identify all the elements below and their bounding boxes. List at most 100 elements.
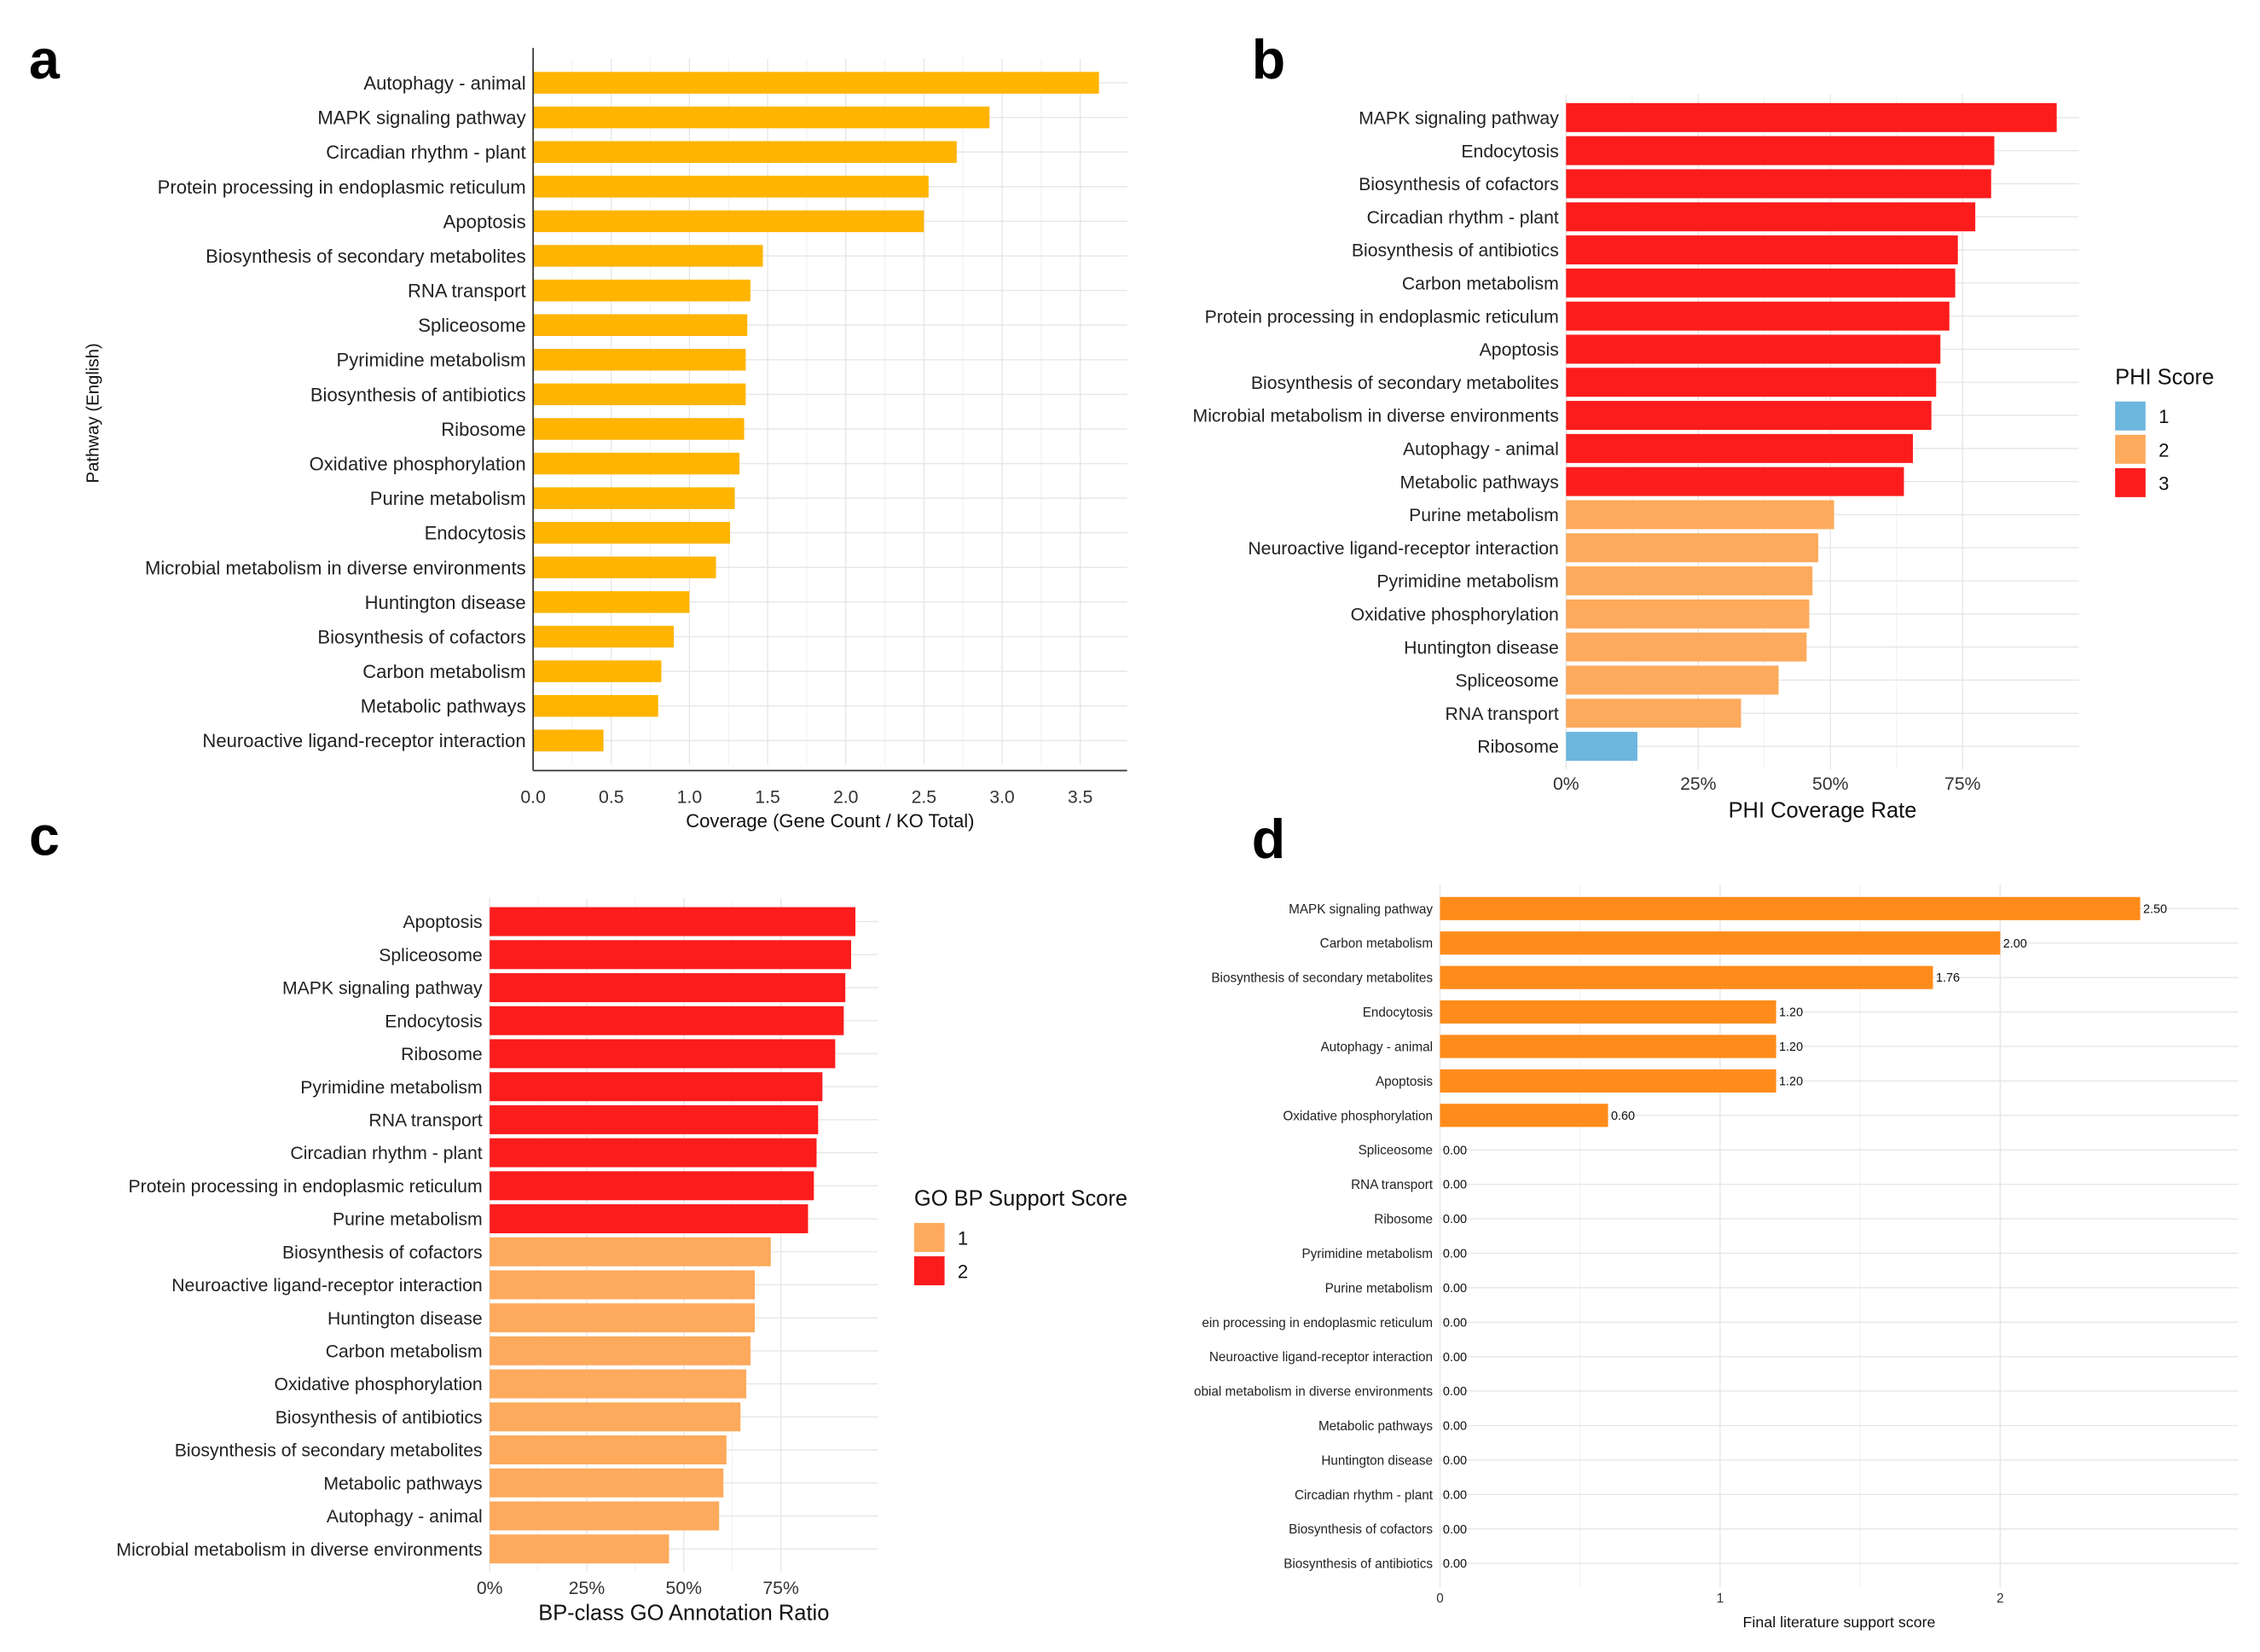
legend-item-label: 3 [2159, 472, 2169, 494]
bar [1566, 632, 1807, 662]
x-tick-label: 0.0 [520, 787, 545, 807]
category-label: Metabolic pathways [361, 696, 526, 717]
bar [1440, 965, 1933, 989]
value-label: 0.00 [1443, 1385, 1467, 1399]
category-label: Apoptosis [1376, 1075, 1433, 1089]
category-label: Purine metabolism [1409, 506, 1559, 525]
legend-title: PHI Score [2115, 365, 2214, 389]
x-tick-label: 25% [1680, 774, 1717, 794]
bar [1566, 401, 1932, 431]
bar [533, 349, 746, 371]
legend-swatch [2115, 401, 2146, 431]
bar [1566, 169, 1991, 199]
bar [490, 1270, 756, 1300]
chart-panel-c: Apoptosis Spliceosome MAPK signaling pathw… [116, 898, 1127, 1625]
category-label: Microbial metabolism in diverse environm… [145, 557, 526, 578]
category-label: Spliceosome [1359, 1144, 1433, 1158]
category-label: Spliceosome [379, 946, 482, 965]
bar [533, 72, 1099, 94]
category-label: Pyrimidine metabolism [337, 350, 526, 371]
category-label: Oxidative phosphorylation [275, 1375, 483, 1394]
value-label: 0.00 [1443, 1144, 1467, 1157]
category-label: Apoptosis [403, 913, 482, 932]
category-label: Biosynthesis of antibiotics [1352, 241, 1559, 261]
panel-letter-a: a [29, 29, 61, 90]
bar [1566, 433, 1913, 463]
bar [490, 1039, 836, 1069]
bar [1566, 698, 1741, 728]
bar [1566, 500, 1834, 530]
category-label: Protein processing in endoplasmic reticu… [158, 177, 526, 198]
bar [533, 279, 750, 302]
bar [490, 1468, 724, 1498]
bar [1566, 102, 2057, 132]
value-label: 0.00 [1443, 1248, 1467, 1261]
category-label: Protein processing in endoplasmic reticu… [129, 1177, 483, 1197]
bar [1440, 1000, 1776, 1024]
category-label: MAPK signaling pathway [1359, 108, 1559, 128]
value-label: 1.76 [1936, 971, 1960, 985]
category-label: Biosynthesis of cofactors [1359, 175, 1559, 194]
category-label: obial metabolism in diverse environments [1194, 1385, 1433, 1400]
bar [490, 1237, 771, 1267]
bar [490, 1336, 751, 1365]
category-label: Microbial metabolism in diverse environm… [1193, 407, 1559, 426]
bar [1566, 334, 1941, 364]
panel-letter-c: c [29, 805, 60, 867]
value-label: 1.20 [1779, 1040, 1803, 1054]
bar [1566, 599, 1810, 629]
category-label: Ribosome [441, 419, 525, 440]
value-label: 1.20 [1779, 1075, 1803, 1088]
x-tick-label: 0% [1553, 774, 1579, 794]
chart-panel-d: MAPK signaling pathway 2.50 Carbon metabol… [1194, 884, 2239, 1631]
category-label: Protein processing in endoplasmic reticu… [1205, 307, 1559, 327]
chart-panel-a: Autophagy - animal MAPK signaling pathway… [84, 48, 1127, 832]
category-label: Autophagy - animal [327, 1507, 483, 1527]
x-tick-label: 2.0 [833, 787, 858, 807]
category-label: Biosynthesis of secondary metabolites [1211, 971, 1433, 986]
x-axis-label: Final literature support score [1743, 1614, 1936, 1631]
category-label: Spliceosome [1455, 671, 1558, 691]
category-label: RNA transport [1446, 704, 1559, 724]
category-label: Oxidative phosphorylation [1283, 1109, 1433, 1123]
x-tick-label: 0 [1436, 1591, 1444, 1606]
category-label: Biosynthesis of secondary metabolites [1251, 374, 1559, 393]
category-label: Circadian rhythm - plant [290, 1144, 482, 1163]
category-label: Circadian rhythm - plant [1367, 208, 1559, 228]
value-label: 0.00 [1443, 1557, 1467, 1571]
legend-item-label: 1 [958, 1227, 968, 1249]
value-label: 0.00 [1443, 1179, 1467, 1192]
category-label: Carbon metabolism [362, 661, 525, 682]
x-tick-label: 1.5 [755, 787, 779, 807]
category-label: Biosynthesis of secondary metabolites [175, 1441, 483, 1461]
legend-item-label: 2 [958, 1261, 968, 1283]
bar [533, 694, 658, 717]
value-label: 0.00 [1443, 1454, 1467, 1468]
category-label: Huntington disease [1404, 638, 1559, 658]
bar [1566, 467, 1904, 496]
category-label: Biosynthesis of antibiotics [275, 1408, 483, 1428]
category-label: Purine metabolism [1325, 1281, 1433, 1296]
category-label: Metabolic pathways [323, 1474, 482, 1493]
bar [1566, 732, 1638, 762]
category-label: Neuroactive ligand-receptor interaction [202, 730, 525, 751]
category-label: RNA transport [408, 281, 526, 302]
bar [490, 1369, 747, 1399]
bar [533, 141, 957, 163]
category-label: Oxidative phosphorylation [1351, 606, 1559, 625]
x-tick-label: 1 [1717, 1591, 1724, 1606]
category-label: Huntington disease [365, 592, 526, 613]
bar [1566, 368, 1937, 397]
category-label: Microbial metabolism in diverse environm… [116, 1540, 482, 1560]
category-label: Biosynthesis of antibiotics [310, 384, 526, 405]
bar [490, 1501, 720, 1531]
x-tick-label: 3.5 [1068, 787, 1093, 807]
category-label: Biosynthesis of antibiotics [1284, 1557, 1433, 1572]
category-label: Autophagy - animal [363, 72, 525, 94]
category-label: Endocytosis [1461, 142, 1558, 161]
bar [1566, 566, 1813, 596]
bar [533, 418, 745, 440]
bar [533, 314, 748, 336]
x-tick-label: 75% [1944, 774, 1981, 794]
